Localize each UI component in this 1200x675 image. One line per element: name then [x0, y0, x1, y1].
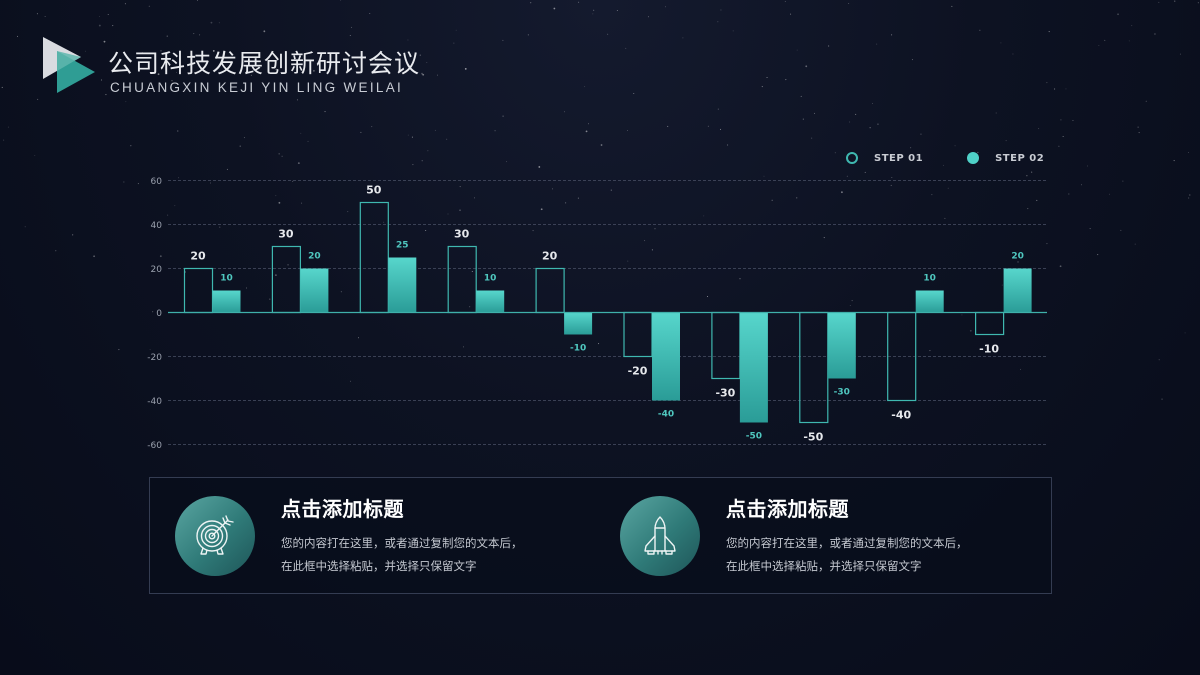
bar-step01[interactable]	[359, 201, 389, 314]
bar-value-label: 20	[190, 250, 206, 263]
bar-value-label: -20	[628, 365, 648, 378]
feature-desc-line: 在此框中选择粘贴，并选择只保留文字	[726, 559, 922, 573]
legend-item-step01[interactable]: STEP 01	[846, 152, 923, 164]
bar-chart: 60 40 20 0 -20 -40 -60 20 10 30 20 50 25 30 10 20 -10 -2…	[147, 177, 1047, 451]
bar-value-label: 20	[542, 250, 558, 263]
bar-value-label: -30	[715, 387, 735, 400]
feature-title: 点击添加标题	[726, 497, 849, 521]
bar-value-label: 25	[396, 241, 409, 251]
bar-value-label: -30	[834, 388, 850, 398]
bar-value-label: 10	[220, 274, 233, 284]
feature-description: 您的内容打在这里，或者通过复制您的文本后， 在此框中选择粘贴，并选择只保留文字	[281, 532, 523, 578]
bar-value-label: -40	[658, 410, 674, 420]
bar-value-label: -50	[803, 431, 823, 444]
bar-step01[interactable]	[887, 311, 917, 402]
bar-value-label: 10	[484, 274, 497, 284]
legend-label: STEP 02	[995, 152, 1045, 164]
bar-value-label: 30	[454, 228, 470, 241]
legend-item-step02[interactable]: STEP 02	[967, 152, 1044, 164]
legend-label: STEP 01	[874, 152, 924, 164]
feature-desc-line: 在此框中选择粘贴，并选择只保留文字	[281, 559, 477, 573]
page-subtitle: CHUANGXIN KEJI YIN LING WEILAI	[110, 80, 404, 95]
bar-step02[interactable]	[915, 290, 944, 313]
bar-value-label: 20	[1011, 252, 1024, 262]
bar-step01[interactable]	[799, 311, 829, 424]
y-tick-label: 40	[151, 221, 163, 231]
bar-step01[interactable]	[535, 267, 565, 314]
bar-step01[interactable]	[711, 311, 741, 380]
bar-step02[interactable]	[827, 312, 856, 379]
bar-value-label: 20	[308, 252, 321, 262]
feature-card: 点击添加标题 您的内容打在这里，或者通过复制您的文本后， 在此框中选择粘贴，并选…	[149, 477, 1052, 594]
bar-step01[interactable]	[974, 311, 1005, 336]
bar-step02[interactable]	[300, 268, 329, 313]
bar-step01[interactable]	[623, 311, 653, 358]
y-tick-label: 60	[151, 177, 163, 187]
feature-description: 您的内容打在这里，或者通过复制您的文本后， 在此框中选择粘贴，并选择只保留文字	[726, 532, 968, 578]
bar-step01[interactable]	[183, 267, 214, 314]
y-tick-label: -60	[147, 441, 162, 451]
bar-step01[interactable]	[271, 245, 301, 314]
bar-step02[interactable]	[388, 257, 417, 313]
y-tick-label: 20	[151, 265, 163, 275]
bar-value-label: 30	[278, 228, 294, 241]
y-axis: 60 40 20 0 -20 -40 -60	[147, 177, 162, 451]
bar-step01[interactable]	[447, 245, 477, 314]
feature-title: 点击添加标题	[281, 497, 404, 521]
feature-item-2[interactable]: 点击添加标题 您的内容打在这里，或者通过复制您的文本后， 在此框中选择粘贴，并选…	[620, 478, 968, 593]
feature-desc-line: 您的内容打在这里，或者通过复制您的文本后，	[281, 536, 523, 550]
chart-bars	[168, 201, 1047, 424]
target-icon	[175, 495, 255, 576]
bar-value-label: -10	[570, 344, 586, 354]
bar-value-label: -40	[891, 409, 911, 422]
rocket-icon	[620, 495, 700, 576]
bar-step02[interactable]	[739, 312, 768, 423]
y-tick-label: -40	[147, 397, 162, 407]
legend-filled-circle-icon	[967, 152, 980, 164]
y-tick-label: -20	[147, 353, 162, 363]
bar-step02[interactable]	[476, 290, 505, 313]
data-labels: 20 10 30 20 50 25 30 10 20 -10 -20 -40 -30 -50 -50 -30 -…	[190, 184, 1024, 444]
bar-step02[interactable]	[652, 312, 680, 401]
legend-outline-circle-icon	[846, 152, 858, 164]
bar-step02[interactable]	[212, 290, 241, 313]
feature-desc-line: 您的内容打在这里，或者通过复制您的文本后，	[726, 536, 968, 550]
bar-step02[interactable]	[564, 312, 593, 335]
bar-value-label: 50	[366, 184, 382, 197]
bar-value-label: -50	[746, 432, 762, 442]
play-triangle-icon	[43, 37, 95, 93]
y-tick-label: 0	[156, 309, 162, 319]
page-title: 公司科技发展创新研讨会议	[108, 49, 421, 78]
feature-item-1[interactable]: 点击添加标题 您的内容打在这里，或者通过复制您的文本后， 在此框中选择粘贴，并选…	[175, 478, 523, 593]
bar-value-label: -10	[979, 343, 999, 356]
bar-value-label: 10	[923, 274, 936, 284]
chart-legend: STEP 01 STEP 02	[846, 152, 1044, 164]
bar-step02[interactable]	[1003, 268, 1032, 313]
